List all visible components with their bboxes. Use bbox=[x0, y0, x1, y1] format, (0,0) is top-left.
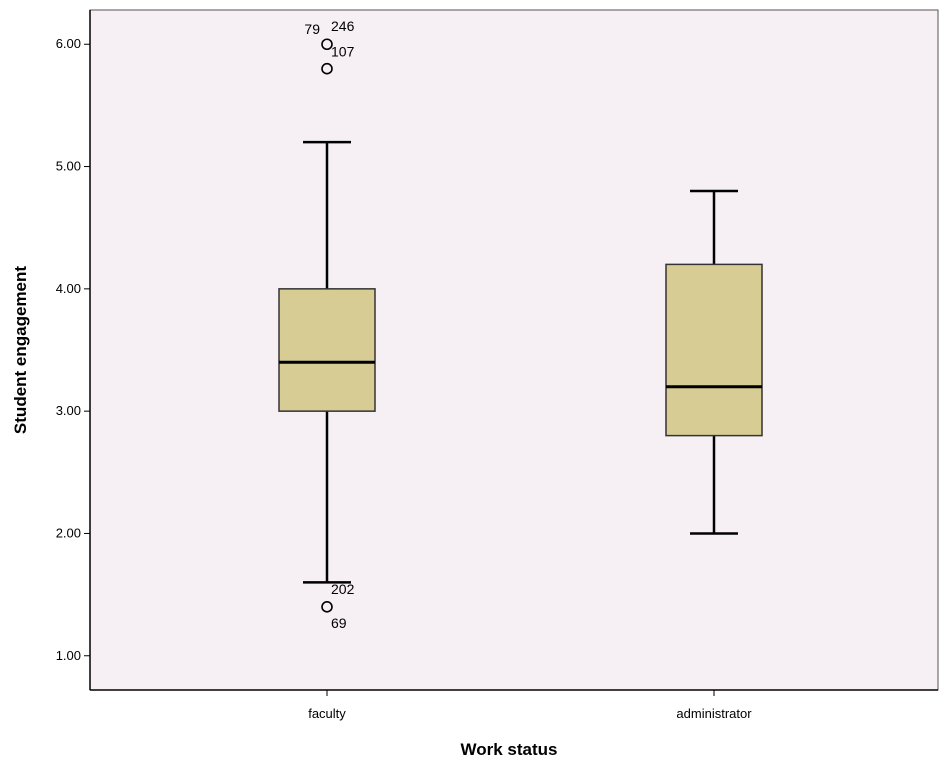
outlier-label: 202 bbox=[331, 581, 355, 597]
box-faculty: 79 246 107 202 69 bbox=[278, 18, 376, 631]
outlier-label: 107 bbox=[331, 44, 355, 60]
outlier-point bbox=[321, 62, 333, 75]
y-tick-label: 6.00 bbox=[56, 36, 81, 51]
x-tick-label: administrator bbox=[676, 706, 752, 721]
iqr-box bbox=[278, 288, 376, 412]
x-tick-label: faculty bbox=[308, 706, 346, 721]
x-axis-title: Work status bbox=[461, 740, 558, 759]
y-axis: 1.00 2.00 3.00 4.00 5.00 6.00 bbox=[56, 10, 91, 690]
y-tick-label: 1.00 bbox=[56, 648, 81, 663]
y-tick-label: 2.00 bbox=[56, 525, 81, 540]
y-axis-title: Student engagement bbox=[11, 266, 30, 434]
outlier-point bbox=[321, 601, 333, 613]
plot-area bbox=[89, 9, 939, 691]
x-axis: faculty administrator bbox=[90, 689, 938, 721]
y-tick-label: 5.00 bbox=[56, 159, 81, 174]
box-administrator bbox=[665, 189, 763, 535]
y-tick-label: 4.00 bbox=[56, 281, 81, 296]
outlier-label: 246 bbox=[331, 18, 355, 34]
iqr-box bbox=[665, 263, 763, 437]
outlier-point bbox=[321, 38, 333, 51]
y-tick-label: 3.00 bbox=[56, 403, 81, 418]
outlier-label: 69 bbox=[331, 615, 347, 631]
boxes: 79 246 107 202 69 bbox=[278, 18, 763, 631]
outlier-label: 79 bbox=[304, 21, 320, 37]
